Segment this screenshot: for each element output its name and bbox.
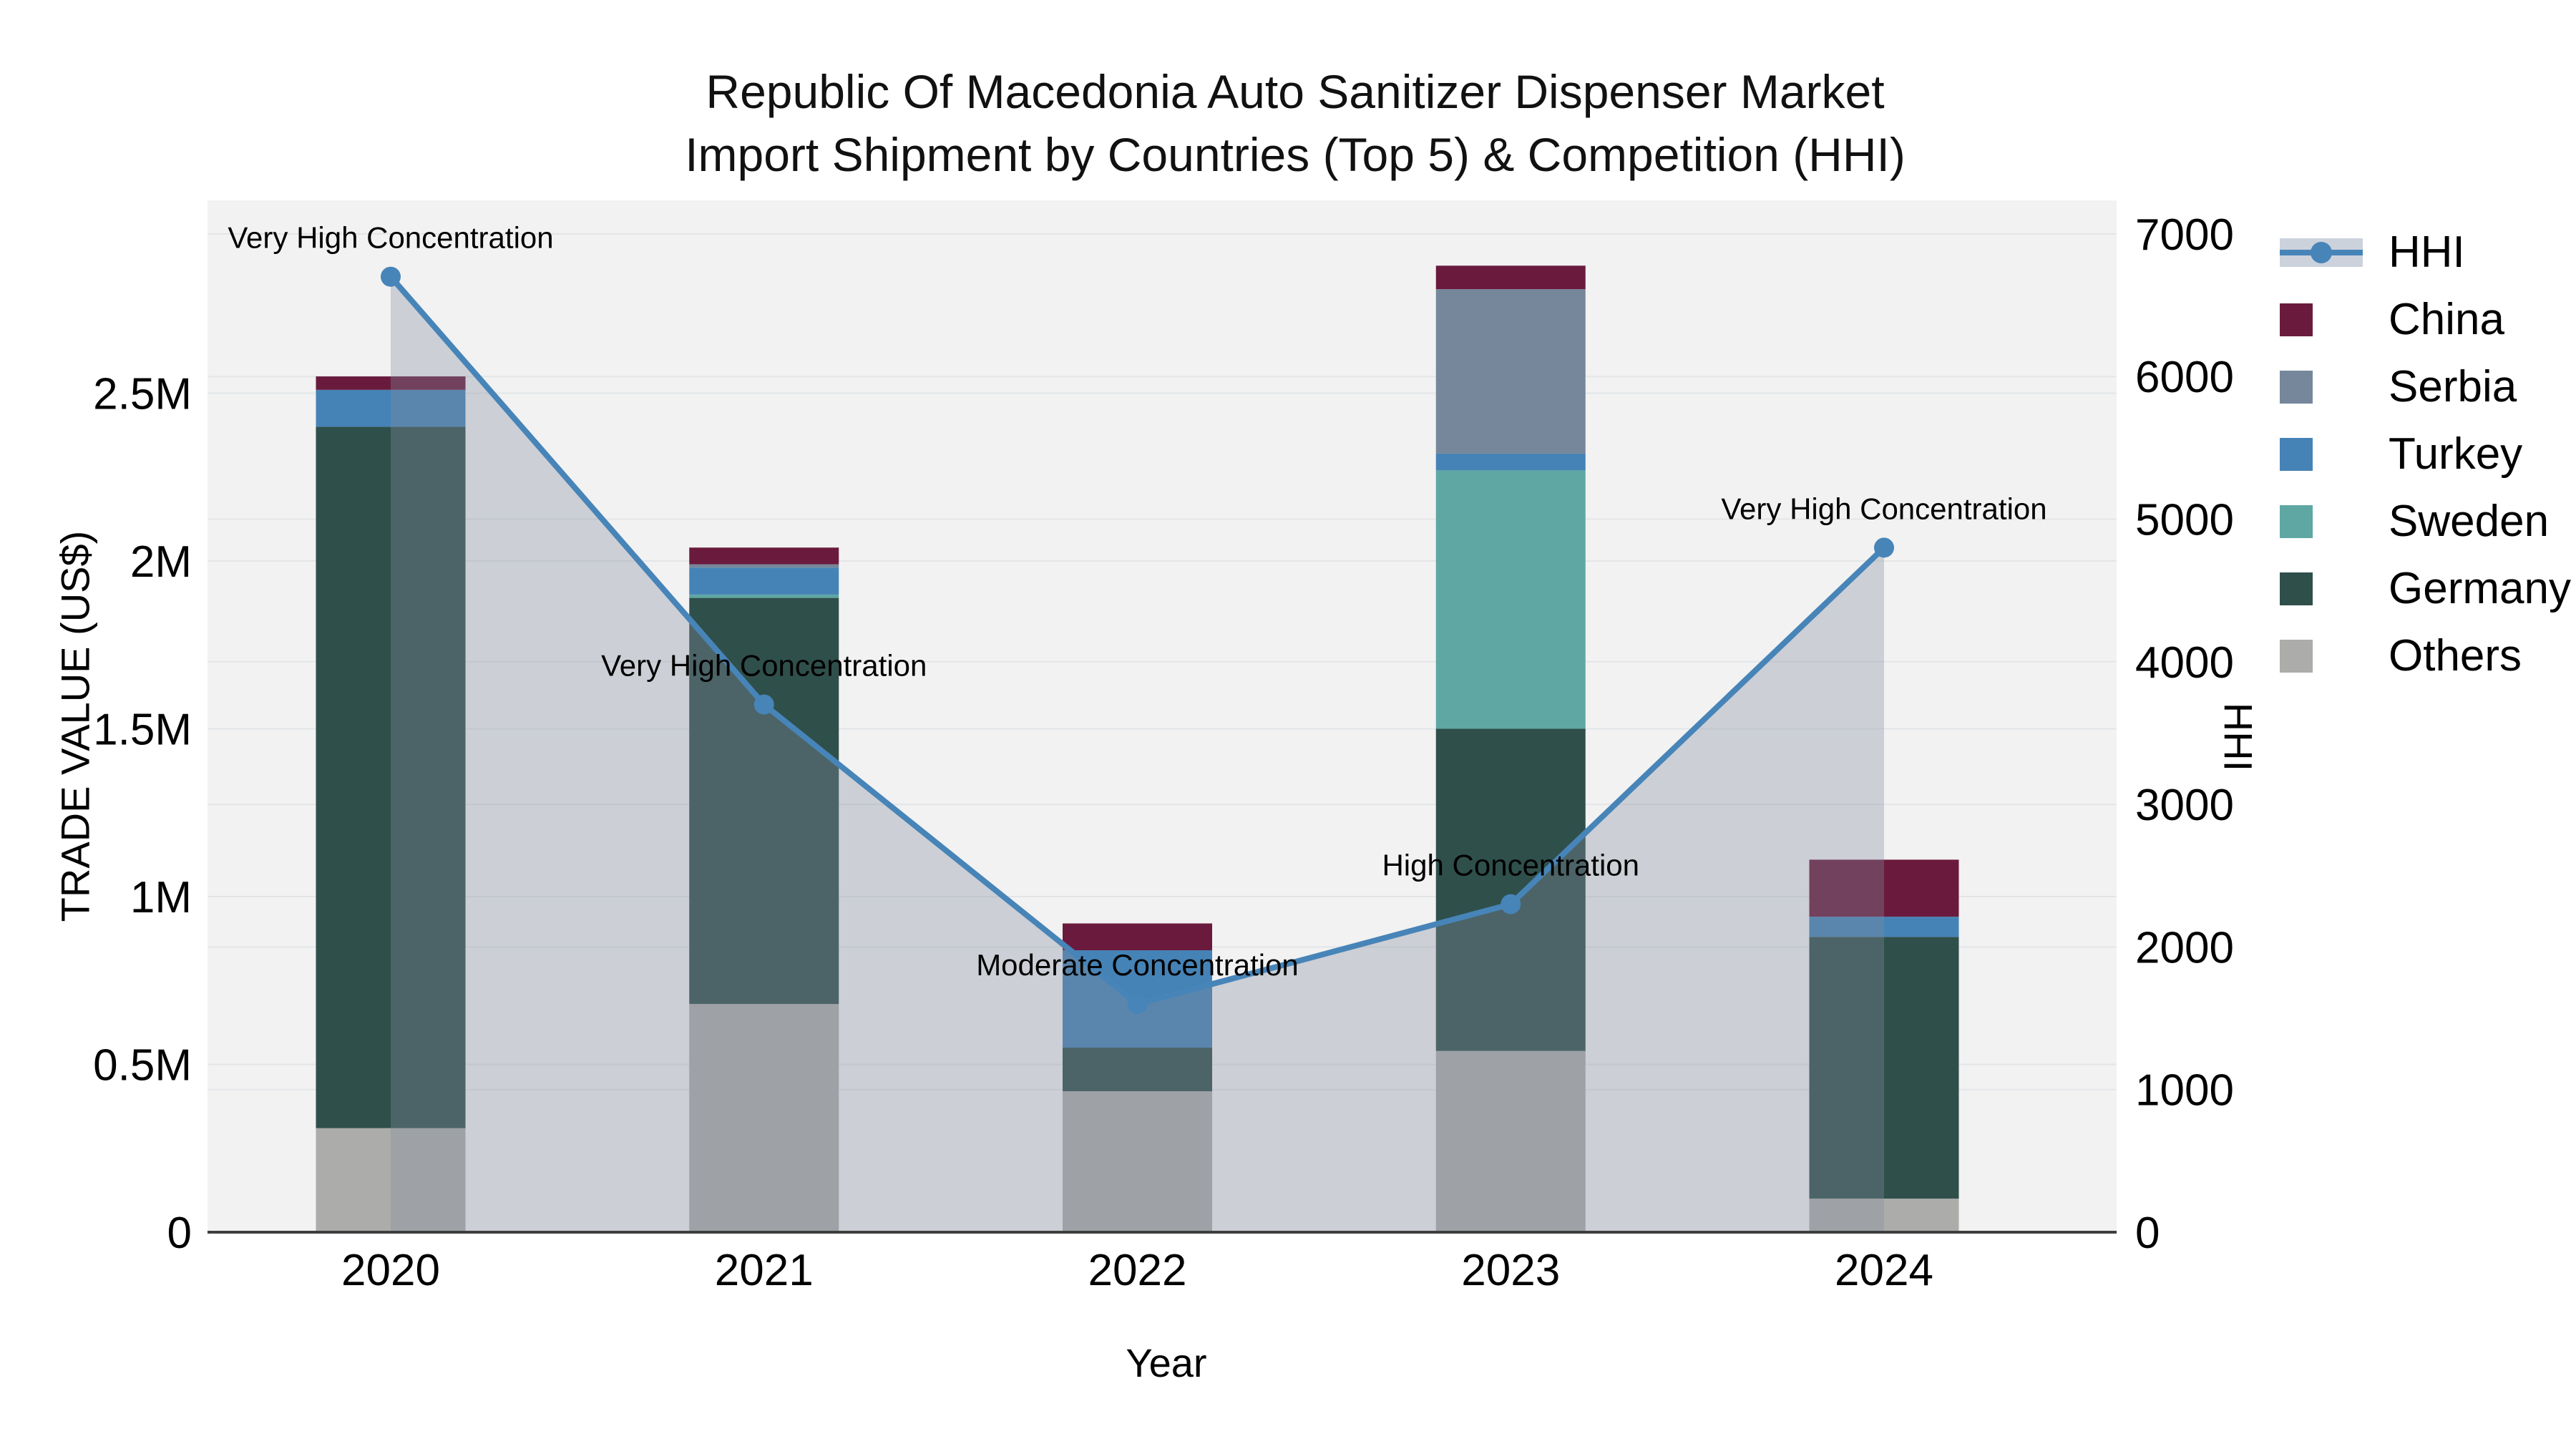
legend: HHI China Serbia Turkey Sweden Germany Others <box>2280 230 2571 678</box>
hhi-marker-2023[interactable] <box>1501 894 1521 914</box>
x-tick-label: 2023 <box>1461 1246 1560 1295</box>
bar-segment-china-2024[interactable] <box>1809 859 1959 917</box>
bar-segment-germany-2024[interactable] <box>1809 937 1959 1199</box>
legend-swatch-icon <box>2280 438 2313 471</box>
legend-swatch-icon <box>2280 640 2313 673</box>
legend-swatch-icon <box>2280 303 2313 336</box>
bar-segment-germany-2021[interactable] <box>689 597 839 1005</box>
legend-label: Others <box>2389 631 2522 680</box>
left-tick-label: 2.5M <box>93 370 192 419</box>
legend-item-germany[interactable]: Germany <box>2280 567 2571 611</box>
bar-segment-others-2021[interactable] <box>689 1004 839 1232</box>
bar-segment-turkey-2023[interactable] <box>1435 453 1586 471</box>
left-tick-label: 1.5M <box>93 706 192 755</box>
legend-label: Serbia <box>2389 362 2517 411</box>
legend-label: HHI <box>2389 228 2465 277</box>
annotation-2023: High Concentration <box>1382 849 1639 882</box>
legend-item-others[interactable]: Others <box>2280 634 2571 678</box>
left-tick-label: 1M <box>130 873 192 922</box>
bar-segment-china-2022[interactable] <box>1063 923 1212 951</box>
legend-label: Germany <box>2389 564 2571 613</box>
y-axis-title-left: TRADE VALUE (US$) <box>52 530 98 922</box>
bar-segment-others-2020[interactable] <box>316 1128 466 1232</box>
annotation-2024: Very High Concentration <box>1721 492 2046 525</box>
right-tick-label: 1000 <box>2135 1066 2234 1116</box>
x-tick-label: 2021 <box>715 1246 814 1295</box>
legend-label: Turkey <box>2389 429 2523 479</box>
legend-item-sweden[interactable]: Sweden <box>2280 499 2571 544</box>
left-tick-label: 0 <box>167 1209 192 1258</box>
legend-item-turkey[interactable]: Turkey <box>2280 432 2571 477</box>
bar-segment-germany-2023[interactable] <box>1435 728 1586 1051</box>
legend-item-serbia[interactable]: Serbia <box>2280 365 2571 409</box>
bar-segment-sweden-2023[interactable] <box>1435 470 1586 729</box>
legend-label: Sweden <box>2389 497 2550 546</box>
legend-label: China <box>2389 295 2504 344</box>
bar-segment-germany-2022[interactable] <box>1063 1048 1212 1092</box>
legend-swatch-icon <box>2280 572 2313 605</box>
x-axis-title: Year <box>1126 1340 1207 1385</box>
annotation-2022: Moderate Concentration <box>976 948 1299 982</box>
right-tick-label: 0 <box>2135 1209 2160 1258</box>
bar-segment-sweden-2021[interactable] <box>689 594 839 598</box>
bar-segment-others-2024[interactable] <box>1809 1199 1959 1232</box>
bar-segment-others-2023[interactable] <box>1435 1050 1586 1232</box>
right-tick-label: 6000 <box>2135 353 2234 402</box>
bar-segment-turkey-2021[interactable] <box>689 567 839 595</box>
y-axis-title-right: HHI <box>2215 702 2261 772</box>
bar-segment-serbia-2021[interactable] <box>689 564 839 568</box>
bar-segment-turkey-2024[interactable] <box>1809 917 1959 937</box>
bar-segment-others-2022[interactable] <box>1063 1091 1212 1232</box>
bar-segment-serbia-2023[interactable] <box>1435 289 1586 454</box>
hhi-marker-2022[interactable] <box>1127 994 1148 1015</box>
right-tick-label: 2000 <box>2135 923 2234 972</box>
bar-segment-china-2021[interactable] <box>689 547 839 565</box>
left-tick-label: 0.5M <box>93 1041 192 1091</box>
x-tick-label: 2022 <box>1088 1246 1187 1295</box>
annotation-2021: Very High Concentration <box>601 649 927 683</box>
annotation-2020: Very High Concentration <box>228 221 553 255</box>
legend-item-china[interactable]: China <box>2280 298 2571 342</box>
hhi-line-swatch-icon <box>2280 238 2363 267</box>
hhi-marker-2020[interactable] <box>381 266 401 287</box>
chart-title-line2: Import Shipment by Countries (Top 5) & C… <box>685 128 1906 181</box>
bar-segment-china-2023[interactable] <box>1435 265 1586 290</box>
hhi-marker-2024[interactable] <box>1874 537 1894 558</box>
x-tick-label: 2024 <box>1835 1246 1933 1295</box>
bar-segment-turkey-2020[interactable] <box>316 389 466 427</box>
right-tick-label: 5000 <box>2135 496 2234 545</box>
legend-swatch-icon <box>2280 505 2313 538</box>
hhi-marker-2021[interactable] <box>753 694 774 715</box>
legend-swatch-icon <box>2280 371 2313 404</box>
right-tick-label: 7000 <box>2135 210 2234 260</box>
left-tick-label: 2M <box>130 537 192 587</box>
legend-item-hhi[interactable]: HHI <box>2280 230 2571 275</box>
bar-segment-germany-2020[interactable] <box>316 426 466 1128</box>
x-tick-label: 2020 <box>341 1246 440 1295</box>
bar-segment-china-2020[interactable] <box>316 376 466 390</box>
right-tick-label: 3000 <box>2135 781 2234 830</box>
hhi-area-fill <box>391 276 1884 1233</box>
right-tick-label: 4000 <box>2135 638 2234 688</box>
chart-title-line1: Republic Of Macedonia Auto Sanitizer Dis… <box>706 65 1885 118</box>
